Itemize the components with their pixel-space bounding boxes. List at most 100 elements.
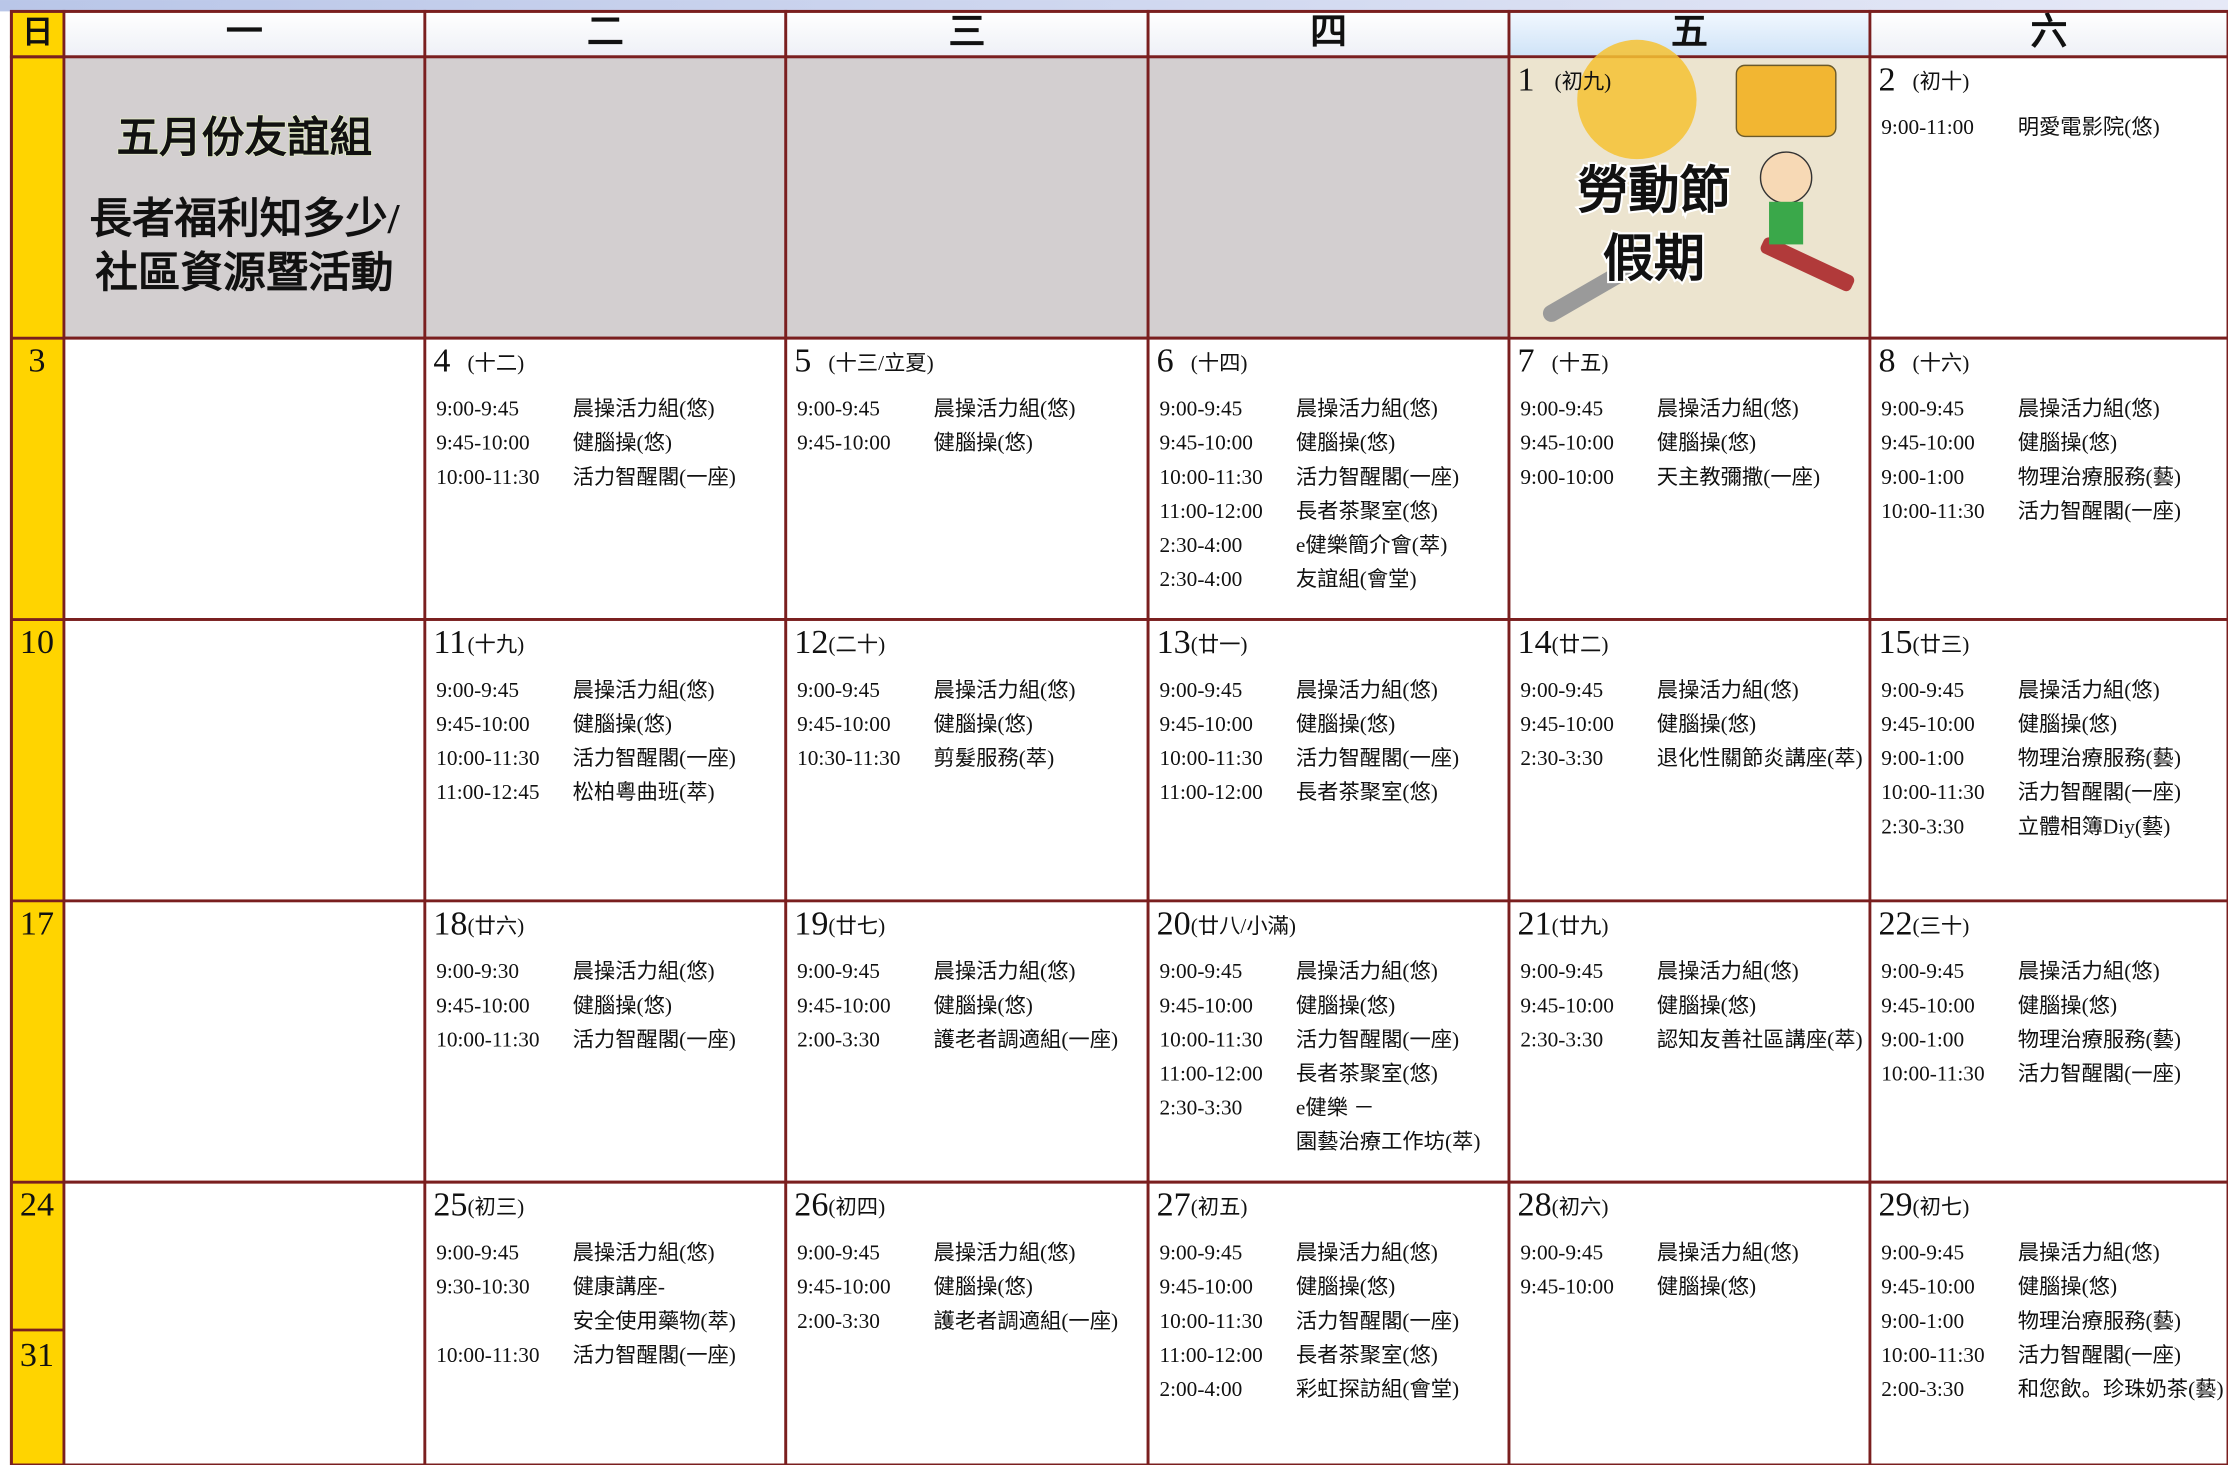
- day-cell: [423, 618, 788, 903]
- calculator: [1735, 64, 1837, 138]
- hammer: [1760, 237, 1855, 292]
- event-time: 9:00-9:45: [1520, 1241, 1603, 1265]
- event-time: 9:00-9:45: [1159, 959, 1242, 983]
- day-cell: [784, 618, 1150, 903]
- day-cell: [62, 899, 427, 1184]
- event-name: e健樂簡介會(萃): [1296, 533, 1447, 557]
- top-strip: [0, 0, 2228, 12]
- wrench: [1542, 263, 1632, 322]
- event-time: 9:00-9:45: [1159, 678, 1242, 702]
- sunday-number: 17: [20, 905, 54, 942]
- day-number: 12: [794, 624, 828, 661]
- sunday-number: 24: [20, 1187, 54, 1224]
- event-time: 2:30-3:30: [1520, 746, 1603, 770]
- event-name: 晨操活力組(悠): [573, 678, 715, 702]
- day-cell: [423, 899, 788, 1184]
- day-cell: [1146, 899, 1511, 1184]
- event-name: 健腦操(悠): [1657, 1275, 1756, 1299]
- holiday-label: 假期: [1603, 231, 1705, 288]
- event-time: 9:00-9:45: [436, 1241, 519, 1265]
- day-number: 7: [1518, 343, 1535, 380]
- event-name: 活力智醒閣(一座): [2018, 780, 2181, 804]
- event-time: 9:00-9:45: [797, 959, 880, 983]
- event-time: 2:00-3:30: [797, 1309, 880, 1333]
- event-time: 9:45-10:00: [1159, 993, 1252, 1017]
- holiday-label: 勞動節: [1577, 163, 1730, 220]
- event-time: 9:45-10:00: [1520, 1275, 1613, 1299]
- lunar-date: (廿一): [1191, 632, 1248, 656]
- event-name: 活力智醒閣(一座): [2018, 499, 2181, 523]
- weekday-label: 六: [2030, 11, 2067, 52]
- event-time: 10:00-11:30: [1881, 1343, 1984, 1367]
- event-name: 晨操活力組(悠): [1296, 959, 1438, 983]
- lunar-date: (初七): [1913, 1195, 1970, 1219]
- event-name: 活力智醒閣(一座): [2018, 1062, 2181, 1086]
- event-time: 10:00-11:30: [1881, 780, 1984, 804]
- event-time: 9:45-10:00: [1520, 993, 1613, 1017]
- event-time: 9:00-9:45: [797, 1241, 880, 1265]
- lunar-date: (二十): [828, 632, 885, 656]
- kid-body: [1769, 201, 1804, 245]
- day-cell: [423, 1180, 788, 1465]
- event-name: 物理治療服務(藝): [2018, 1027, 2181, 1051]
- event-time: 9:00-9:45: [1159, 1241, 1242, 1265]
- event-time: 9:45-10:00: [1520, 431, 1613, 455]
- event-name: e健樂 －: [1296, 1096, 1375, 1120]
- lunar-date: (廿六): [467, 914, 524, 938]
- event-name: 活力智醒閣(一座): [1296, 465, 1459, 489]
- day-number: 18: [433, 905, 467, 942]
- day-cell: [1868, 1180, 2228, 1465]
- event-name: 長者茶聚室(悠): [1296, 1343, 1438, 1367]
- event-time: 9:00-9:45: [797, 397, 880, 421]
- day-number: 15: [1878, 624, 1912, 661]
- event-time: 9:00-9:45: [1881, 678, 1964, 702]
- day-number: 8: [1878, 343, 1895, 380]
- event-time: 2:00-4:00: [1159, 1377, 1242, 1401]
- event-name: 長者茶聚室(悠): [1296, 499, 1438, 523]
- day-number: 21: [1518, 905, 1552, 942]
- day-number: 6: [1157, 343, 1174, 380]
- event-time: 9:45-10:00: [1881, 1275, 1974, 1299]
- event-time: 11:00-12:00: [1159, 1062, 1262, 1086]
- sunday-column: [9, 55, 66, 1465]
- event-name: 晨操活力組(悠): [1657, 959, 1799, 983]
- lunar-date: (三十): [1913, 914, 1970, 938]
- event-time: 9:00-1:00: [1881, 465, 1964, 489]
- lunar-date: (十五): [1552, 351, 1609, 375]
- event-name: 晨操活力組(悠): [2018, 1241, 2160, 1265]
- event-name: 天主教彌撒(一座): [1657, 465, 1820, 489]
- event-name: 松柏粵曲班(萃): [573, 780, 715, 804]
- day-number: 13: [1157, 624, 1191, 661]
- event-name: 健腦操(悠): [934, 712, 1033, 736]
- event-time: 10:00-11:30: [436, 1343, 539, 1367]
- event-name: 健腦操(悠): [573, 993, 672, 1017]
- day-number: 1: [1518, 61, 1535, 98]
- event-time: 9:45-10:00: [1159, 1275, 1252, 1299]
- day-cell: [1146, 1180, 1511, 1465]
- event-time: 9:45-10:00: [797, 993, 890, 1017]
- event-name: 活力智醒閣(一座): [573, 465, 736, 489]
- day-number: 5: [794, 343, 811, 380]
- lunar-date: (廿八/小滿): [1191, 914, 1296, 938]
- day-cell: [423, 55, 788, 340]
- event-time: 10:30-11:30: [797, 746, 900, 770]
- event-name: 活力智醒閣(一座): [1296, 1027, 1459, 1051]
- day-cell: [1507, 899, 1872, 1184]
- event-time: 9:45-10:00: [436, 993, 529, 1017]
- day-cell: [62, 336, 427, 621]
- event-name: 護老者調適組(一座): [934, 1309, 1119, 1333]
- helmet: [1577, 39, 1697, 160]
- banner-line: 社區資源暨活動: [95, 250, 393, 297]
- day-cell: [1868, 618, 2228, 903]
- event-name: 健腦操(悠): [2018, 712, 2117, 736]
- event-name: 明愛電影院(悠): [2018, 115, 2160, 139]
- header-cell: [1507, 9, 1872, 59]
- day-number: 4: [433, 343, 450, 380]
- weekday-label: 一: [226, 11, 263, 52]
- event-name: 健腦操(悠): [2018, 993, 2117, 1017]
- lunar-date: (廿二): [1552, 632, 1609, 656]
- banner-line: 長者福利知多少/: [89, 196, 400, 243]
- weekday-label: 五: [1671, 11, 1708, 52]
- lunar-date: (初十): [1913, 70, 1970, 94]
- event-name: 晨操活力組(悠): [934, 959, 1076, 983]
